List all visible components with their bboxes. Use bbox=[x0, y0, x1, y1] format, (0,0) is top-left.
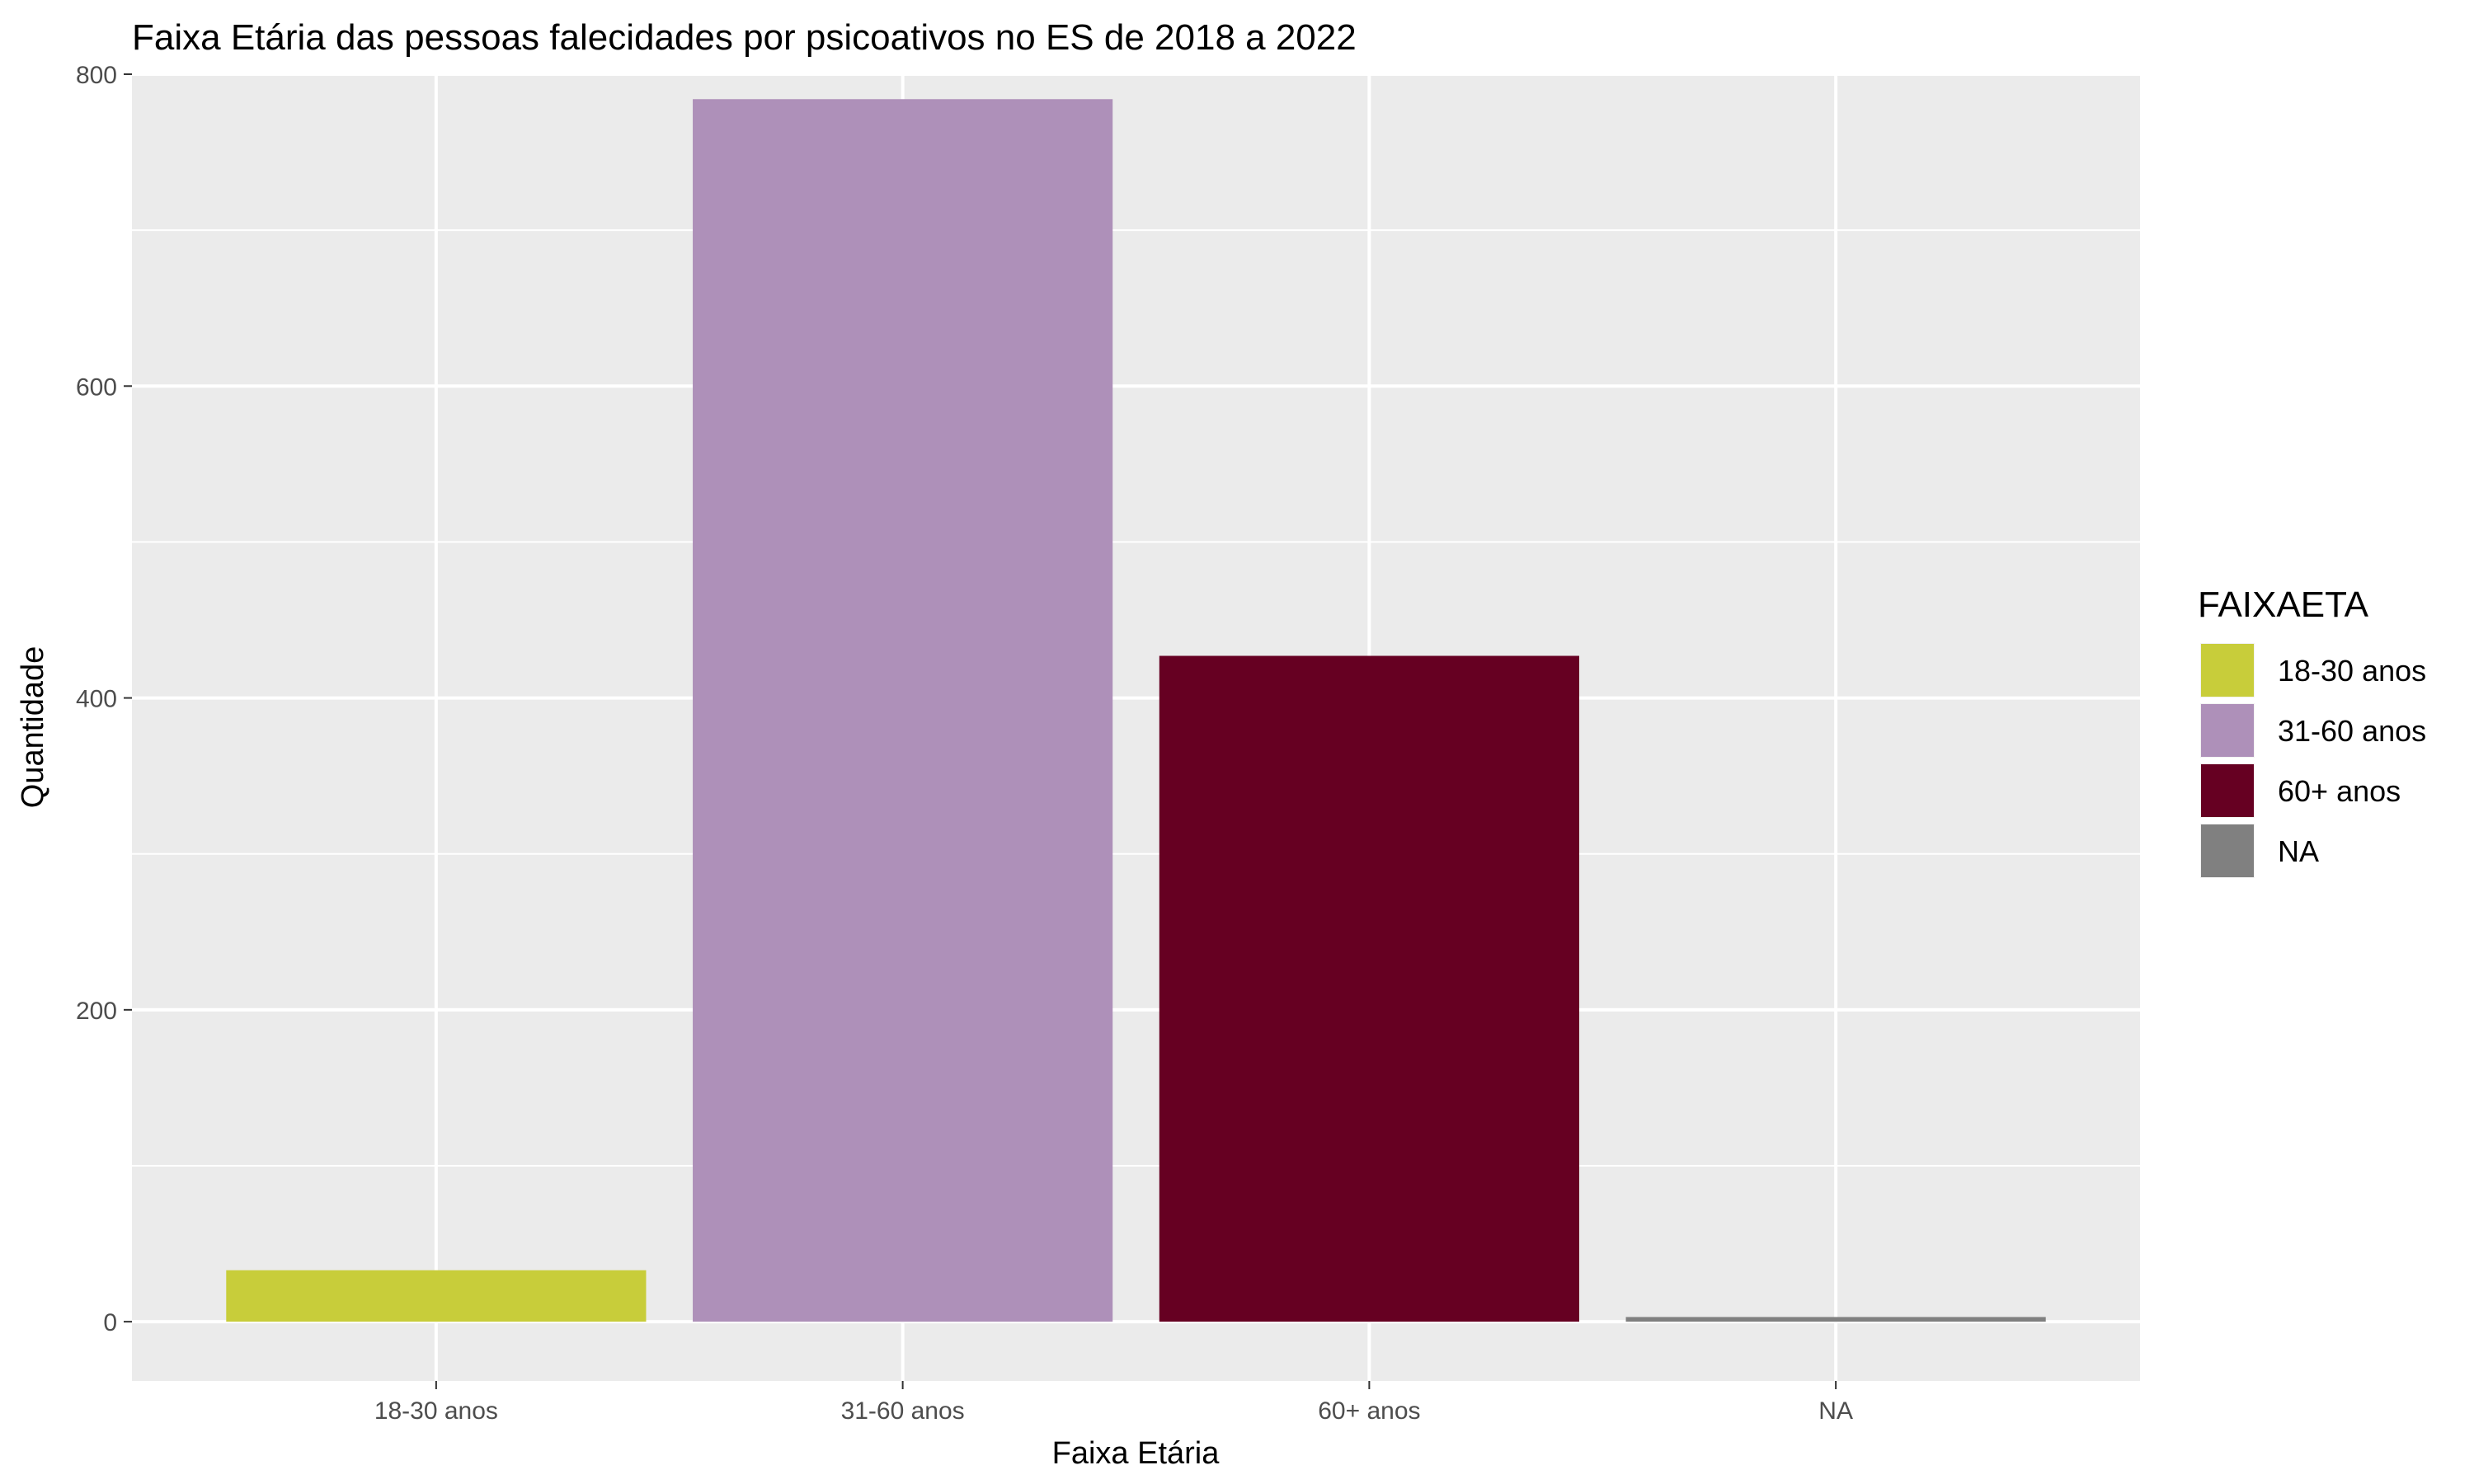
legend-swatch bbox=[2201, 704, 2254, 757]
legend: FAIXAETA 18-30 anos 31-60 anos 60+ anos NA bbox=[2198, 585, 2426, 878]
y-axis-title: Quantidade bbox=[16, 646, 50, 809]
y-tick-label: 600 bbox=[76, 373, 117, 401]
bar-60-anos bbox=[1159, 655, 1579, 1322]
bar-18-30-anos bbox=[226, 1270, 647, 1322]
bar-na bbox=[1625, 1317, 2046, 1322]
y-tick-label: 200 bbox=[76, 998, 117, 1025]
legend-swatch bbox=[2201, 764, 2254, 817]
y-tick-label: 400 bbox=[76, 686, 117, 713]
legend-label: 31-60 anos bbox=[2278, 714, 2426, 748]
chart-title: Faixa Etária das pessoas falecidades por… bbox=[132, 17, 1357, 58]
legend-title: FAIXAETA bbox=[2198, 585, 2369, 625]
x-tick-label: 60+ anos bbox=[1318, 1397, 1420, 1425]
plot-panel bbox=[132, 74, 2140, 1381]
legend-label: NA bbox=[2278, 834, 2319, 868]
legend-label: 60+ anos bbox=[2278, 774, 2401, 808]
legend-swatch bbox=[2201, 824, 2254, 877]
y-axis: 0 200 400 600 800 bbox=[76, 62, 132, 1336]
legend-swatch bbox=[2201, 644, 2254, 697]
x-tick-label: 18-30 anos bbox=[374, 1397, 498, 1425]
y-tick-label: 0 bbox=[103, 1309, 117, 1336]
legend-label: 18-30 anos bbox=[2278, 654, 2426, 688]
x-tick-label: 31-60 anos bbox=[841, 1397, 965, 1425]
bars bbox=[226, 99, 2046, 1322]
x-tick-label: NA bbox=[1818, 1397, 1853, 1425]
x-axis: 18-30 anos 31-60 anos 60+ anos NA bbox=[374, 1381, 1853, 1425]
x-axis-title: Faixa Etária bbox=[1052, 1436, 1221, 1471]
y-tick-label: 800 bbox=[76, 62, 117, 89]
minor-gridlines bbox=[132, 229, 2140, 1167]
bar-31-60-anos bbox=[693, 99, 1113, 1322]
